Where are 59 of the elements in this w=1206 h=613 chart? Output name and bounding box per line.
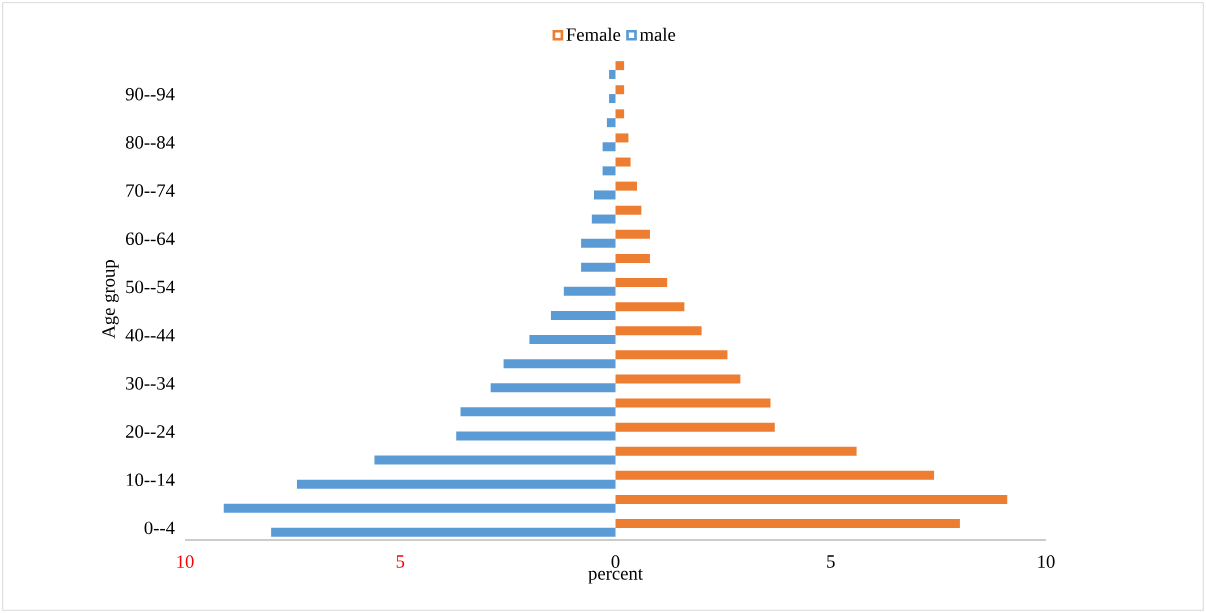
y-tick-label: 80--84	[125, 136, 175, 149]
legend-label: male	[639, 27, 676, 41]
y-tick-label: 70--74	[126, 184, 175, 197]
bar	[615, 278, 668, 288]
bar	[460, 407, 616, 417]
bar	[615, 326, 702, 336]
x-tick-label: 5	[396, 555, 405, 568]
y-axis-title: Age group	[102, 260, 119, 339]
y-tick-label: 10--14	[126, 473, 175, 487]
bar	[609, 94, 616, 104]
bar	[602, 166, 616, 176]
legend-label: Female	[566, 27, 621, 41]
y-tick-label: 50--54	[126, 280, 175, 294]
y-tick-label: 0--4	[144, 521, 175, 535]
bar	[503, 359, 616, 369]
bar	[456, 431, 616, 441]
bar	[615, 422, 775, 432]
bar	[271, 527, 616, 537]
bar	[563, 286, 616, 296]
bar	[615, 205, 642, 215]
bar	[615, 350, 728, 360]
bar	[615, 61, 625, 71]
bar	[374, 455, 616, 465]
bar	[529, 335, 616, 345]
y-tick-label: 90--94	[125, 87, 175, 101]
bar	[615, 494, 1008, 504]
x-tick-label: 10	[177, 555, 194, 568]
bar	[550, 310, 616, 320]
bar	[606, 118, 616, 128]
bar	[615, 85, 625, 95]
y-tick-label: 40--44	[125, 328, 175, 342]
y-tick-label: 30--34	[126, 377, 175, 390]
bar	[615, 374, 741, 384]
bar	[490, 383, 616, 393]
bar	[609, 69, 616, 79]
bar	[615, 181, 638, 191]
bar	[615, 157, 631, 167]
x-tick-label: 10	[1038, 555, 1055, 568]
bar	[593, 190, 616, 200]
x-tick-label: 0	[611, 555, 620, 568]
bar	[615, 253, 650, 263]
bar	[615, 109, 625, 119]
y-tick-label: 20--24	[126, 425, 175, 438]
bar	[602, 142, 616, 152]
bar	[615, 133, 629, 143]
bar	[615, 302, 685, 312]
bar	[581, 238, 616, 248]
bar	[615, 446, 857, 456]
bar	[615, 398, 771, 408]
bar	[581, 262, 616, 272]
x-tick-label: 5	[827, 555, 835, 568]
bar	[615, 229, 650, 239]
bar	[615, 470, 935, 480]
bar	[223, 503, 616, 513]
y-tick-label: 60--64	[126, 232, 175, 246]
bar	[615, 519, 960, 529]
bar	[591, 214, 616, 224]
x-axis-title: percent	[588, 569, 643, 584]
bar	[296, 479, 616, 489]
